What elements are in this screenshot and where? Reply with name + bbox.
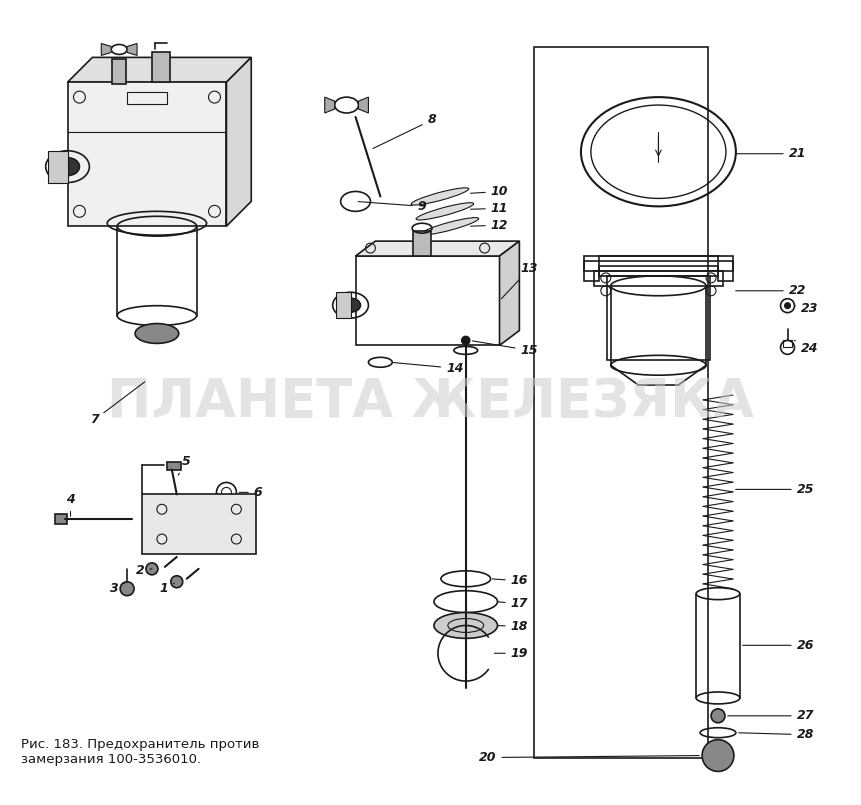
Circle shape <box>146 563 158 575</box>
Polygon shape <box>102 43 111 56</box>
Text: 28: 28 <box>738 729 813 741</box>
Bar <box>335 292 350 318</box>
Text: 23: 23 <box>794 302 817 315</box>
Circle shape <box>702 740 733 771</box>
Polygon shape <box>226 57 251 226</box>
Bar <box>606 276 709 361</box>
Text: 21: 21 <box>734 147 805 160</box>
Text: 15: 15 <box>472 341 537 357</box>
Text: 14: 14 <box>393 361 463 375</box>
Circle shape <box>710 709 724 723</box>
Circle shape <box>170 576 183 588</box>
Bar <box>782 341 791 348</box>
Text: 18: 18 <box>497 620 528 633</box>
Text: 19: 19 <box>494 646 528 660</box>
Text: 17: 17 <box>497 597 528 610</box>
Bar <box>67 82 226 226</box>
Polygon shape <box>358 97 368 113</box>
Ellipse shape <box>56 158 79 175</box>
Bar <box>167 461 181 469</box>
Ellipse shape <box>340 298 360 312</box>
Text: 16: 16 <box>492 574 528 588</box>
Bar <box>152 52 170 82</box>
Text: 8: 8 <box>373 114 436 149</box>
Ellipse shape <box>411 188 468 205</box>
Polygon shape <box>325 97 334 113</box>
Text: 11: 11 <box>470 202 508 215</box>
Text: 13: 13 <box>501 262 537 299</box>
Text: 4: 4 <box>66 493 75 517</box>
Polygon shape <box>127 43 137 56</box>
Text: 20: 20 <box>479 751 698 764</box>
Bar <box>583 256 732 271</box>
Bar <box>412 231 430 256</box>
Text: Рис. 183. Предохранитель против
замерзания 100-3536010.: Рис. 183. Предохранитель против замерзан… <box>21 737 259 766</box>
Polygon shape <box>355 242 519 256</box>
Text: 26: 26 <box>742 639 813 652</box>
Text: 10: 10 <box>470 185 508 198</box>
Bar <box>54 514 66 524</box>
Ellipse shape <box>135 324 178 344</box>
Bar <box>534 47 707 758</box>
Polygon shape <box>67 57 251 82</box>
Bar <box>142 494 256 554</box>
Bar <box>127 92 167 104</box>
Text: 2: 2 <box>135 564 152 577</box>
Text: 27: 27 <box>727 709 813 722</box>
Text: 22: 22 <box>734 284 805 297</box>
Bar <box>355 256 499 345</box>
Bar <box>598 256 717 276</box>
Text: 3: 3 <box>109 582 125 595</box>
Bar <box>47 151 67 183</box>
Text: 5: 5 <box>178 455 191 475</box>
Text: 12: 12 <box>470 219 508 232</box>
Circle shape <box>120 582 134 596</box>
Circle shape <box>461 336 469 345</box>
Ellipse shape <box>420 217 478 235</box>
Ellipse shape <box>416 203 474 220</box>
Text: 9: 9 <box>358 200 426 213</box>
Bar <box>112 60 126 85</box>
Text: 7: 7 <box>90 382 145 427</box>
Text: 24: 24 <box>794 341 817 355</box>
Text: 1: 1 <box>159 582 174 595</box>
Circle shape <box>784 303 790 308</box>
Text: 6: 6 <box>238 486 263 499</box>
Bar <box>593 271 722 286</box>
Polygon shape <box>499 242 519 345</box>
Ellipse shape <box>433 613 497 638</box>
Text: 25: 25 <box>734 483 813 496</box>
Text: ПЛАНЕТА ЖЕЛЕЗЯКА: ПЛАНЕТА ЖЕЛЕЗЯКА <box>108 376 753 428</box>
